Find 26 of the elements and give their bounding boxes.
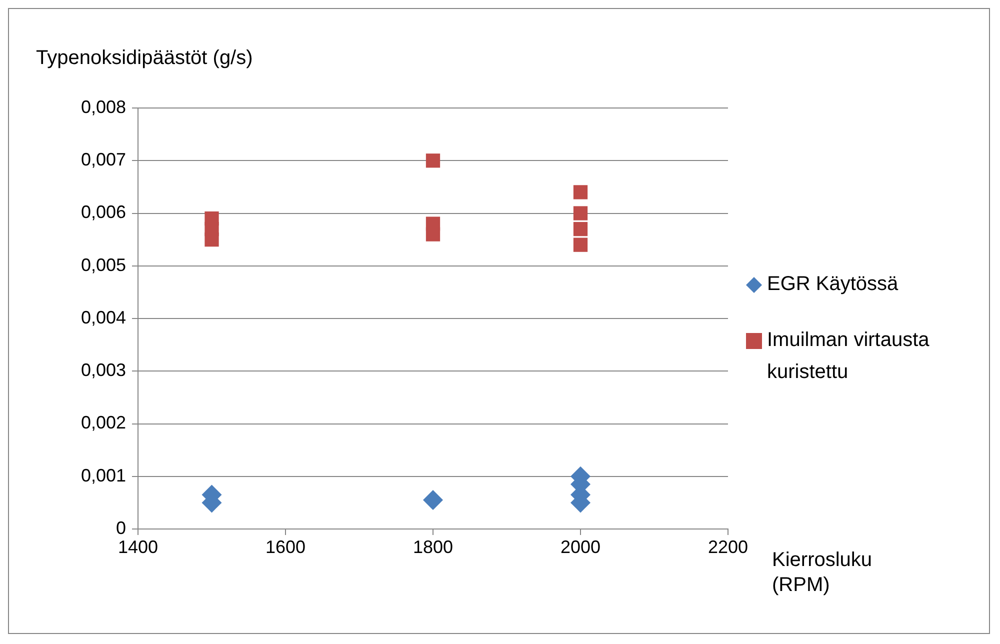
x-tick-label: 1400: [118, 536, 158, 557]
point: [573, 206, 588, 220]
point: [426, 154, 440, 168]
x-axis-title: Kierrosluku (RPM): [772, 548, 874, 598]
point: [426, 227, 440, 242]
y-tick-label: 0,001: [80, 465, 126, 486]
y-tick-label: 0,003: [80, 360, 126, 380]
legend-label: EGR Käytössä: [767, 272, 898, 297]
point: [573, 222, 588, 236]
point: [423, 490, 443, 510]
y-tick-label: 0,007: [80, 150, 126, 170]
y-axis-title: Typenoksidipäästöt (g/s): [36, 46, 253, 71]
legend-label: Imuilman virtausta kuristettu: [767, 328, 930, 385]
point: [573, 238, 588, 252]
y-tick-label: 0,006: [80, 202, 126, 222]
point: [573, 185, 588, 200]
y-tick-label: 0: [116, 518, 126, 538]
y-tick-label: 0,004: [80, 307, 126, 328]
point: [204, 232, 219, 247]
y-tick-label: 0,005: [80, 254, 126, 275]
x-tick-label: 1800: [412, 536, 454, 557]
y-tick-label: 0,002: [80, 412, 126, 433]
x-tick-label: 2200: [708, 536, 748, 557]
x-tick-label: 2000: [560, 536, 601, 557]
y-tick-label: 0,008: [80, 96, 126, 117]
x-tick-label: 1600: [265, 536, 306, 557]
